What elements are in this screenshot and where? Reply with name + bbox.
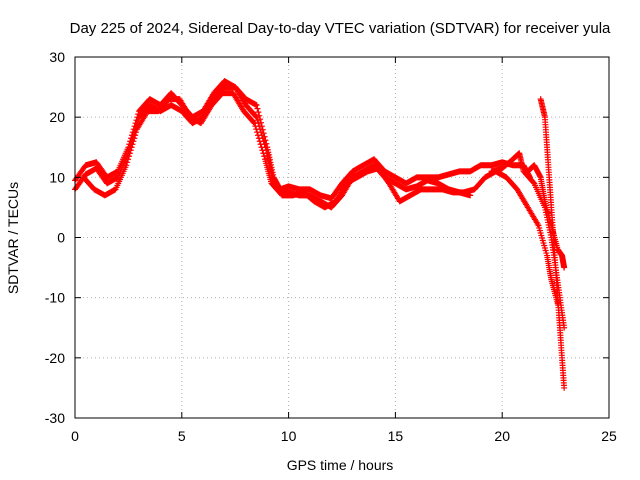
data-point [123, 162, 130, 169]
data-point [133, 129, 140, 136]
data-point [561, 264, 568, 271]
data-point [261, 153, 268, 160]
data-point [134, 114, 141, 121]
data-point [254, 129, 261, 136]
data-point [259, 147, 266, 154]
data-point [135, 111, 142, 118]
data-point [127, 147, 134, 154]
x-tick-label: 15 [388, 428, 404, 444]
y-tick-label: 20 [49, 109, 65, 125]
series-track-6 [537, 96, 568, 391]
x-axis-label: GPS time / hours [287, 457, 394, 473]
data-point [252, 123, 259, 130]
data-point [256, 138, 263, 145]
x-tick-label: 25 [601, 428, 617, 444]
x-tick-label: 10 [281, 428, 297, 444]
x-tick-label: 5 [178, 428, 186, 444]
y-tick-label: 10 [49, 169, 65, 185]
y-axis-label: SDTVAR / TECUs [5, 182, 21, 294]
data-point [254, 132, 261, 139]
y-tick-label: -20 [45, 350, 65, 366]
data-point [125, 153, 132, 160]
data-point [131, 135, 138, 142]
data-point [251, 120, 258, 127]
x-tick-label: 0 [71, 428, 79, 444]
data-point [253, 102, 260, 109]
y-tick-label: -30 [45, 410, 65, 426]
data-point [252, 113, 259, 120]
data-point [561, 384, 568, 391]
data-point [250, 119, 257, 126]
x-tick-label: 20 [494, 428, 510, 444]
data-point [257, 116, 264, 123]
grid-lines [75, 57, 609, 418]
series-track-3 [80, 90, 561, 307]
data-point [254, 105, 261, 112]
axis-ticks: 0 5 10 15 20 25 -30 -20 -10 0 10 20 30 [45, 49, 617, 444]
data-point [132, 132, 139, 139]
y-tick-label: -10 [45, 290, 65, 306]
data-point [133, 117, 140, 124]
data-point [253, 114, 260, 121]
data-point [530, 179, 537, 186]
data-point [254, 117, 261, 124]
data-point [258, 144, 265, 151]
data-point [253, 126, 260, 133]
data-point [130, 138, 137, 145]
data-point [128, 144, 135, 151]
y-tick-label: 0 [57, 230, 65, 246]
data-point [255, 109, 262, 116]
data-point [125, 156, 132, 163]
y-tick-label: 30 [49, 49, 65, 65]
chart-title: Day 225 of 2024, Sidereal Day-to-day VTE… [70, 20, 611, 37]
data-point [260, 150, 267, 157]
data-point [257, 141, 264, 148]
plot-area [72, 78, 568, 391]
data-point [124, 159, 131, 166]
data-point [255, 135, 262, 142]
data-point [126, 150, 133, 157]
data-point [129, 141, 136, 148]
